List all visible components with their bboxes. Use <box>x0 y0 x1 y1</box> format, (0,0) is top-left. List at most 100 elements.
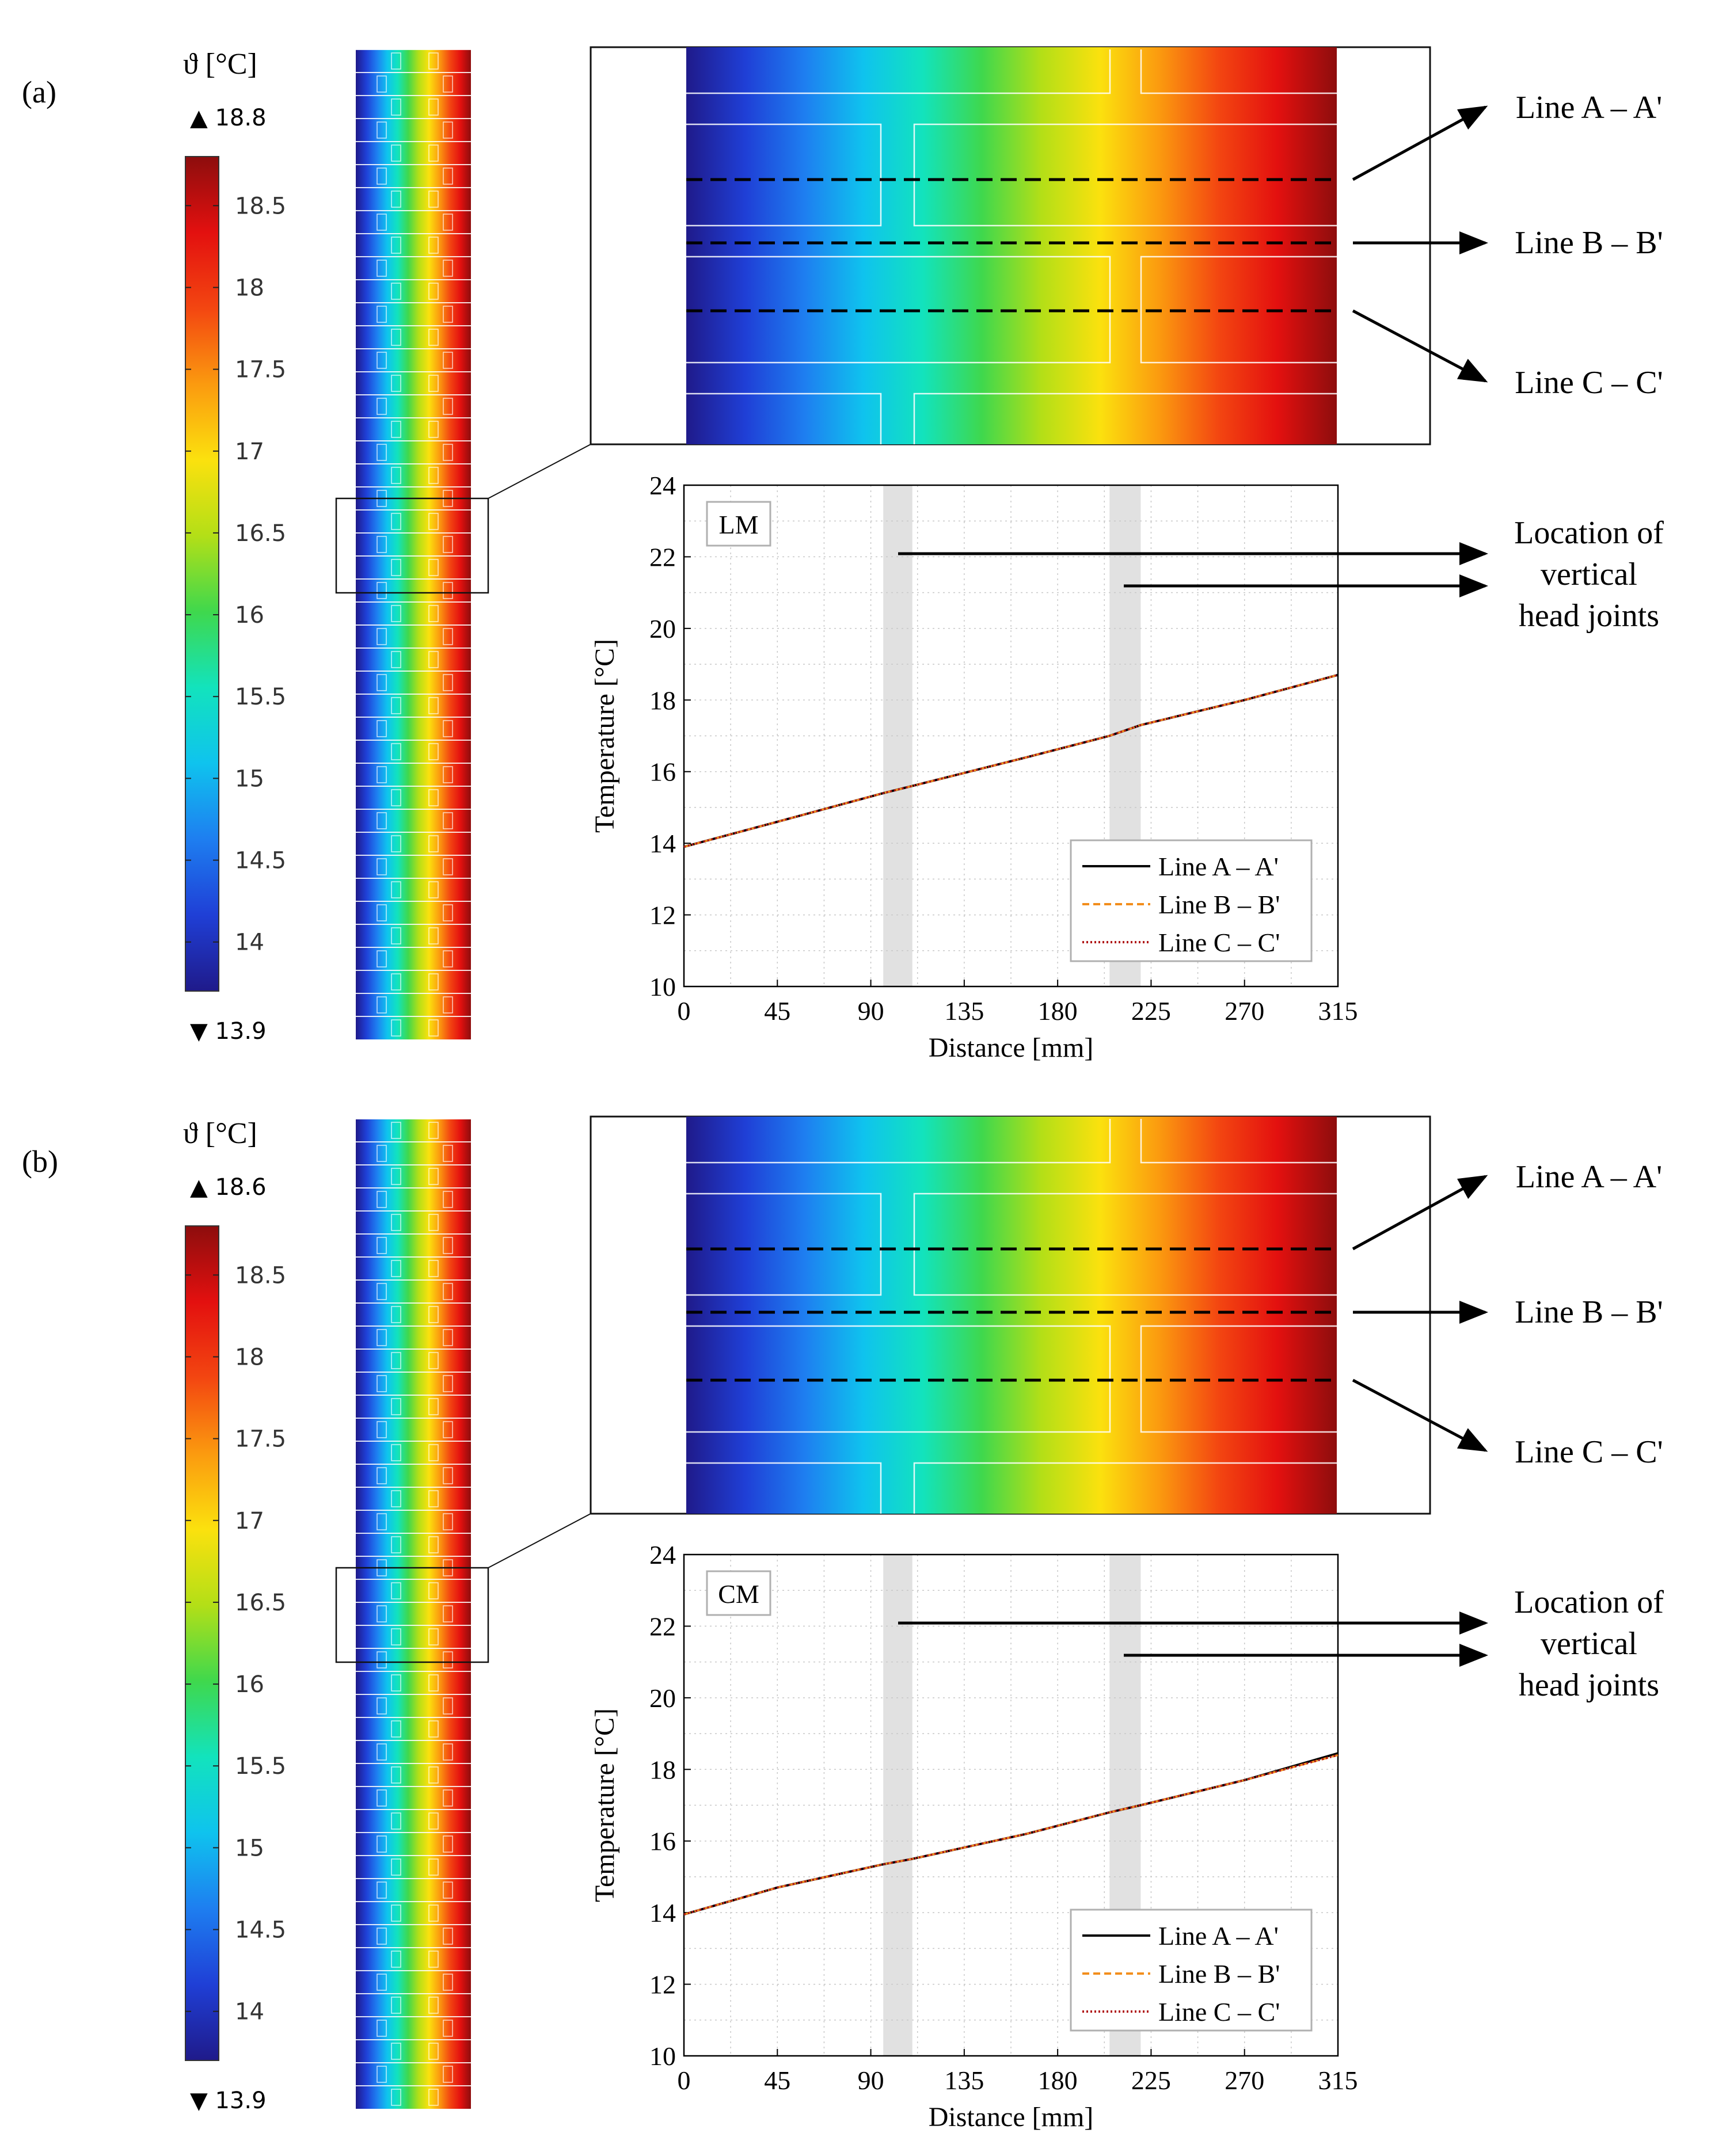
mortar-head-joint <box>428 651 439 668</box>
legend-entry: Line B – B' <box>1158 890 1280 919</box>
mortar-head-joint <box>428 513 439 530</box>
mortar-head-joint <box>391 1168 401 1185</box>
mortar-head-joint <box>443 1467 453 1484</box>
mortar-head-joint <box>428 2089 439 2106</box>
colorbar: ϑ [°C] ▲ 18.6 ▼ 13.9 18.5 18 17.5 17 16.5 16 15.5… <box>183 1117 286 2114</box>
mortar-head-joint <box>428 1536 439 1553</box>
y-tick-label: 24 <box>649 1540 676 1570</box>
colorbar-tick-label: 16 <box>235 602 264 628</box>
mortar-head-joint <box>391 1306 401 1323</box>
mortar-head-joint <box>377 1881 387 1899</box>
mortar-head-joint <box>428 283 439 300</box>
zoom-region-box <box>335 1567 489 1663</box>
head-joint-label: Location of <box>1514 1584 1664 1620</box>
colorbar-min-label: ▼ 13.9 <box>190 1018 267 1045</box>
mortar-head-joint <box>391 1766 401 1784</box>
mortar-head-joint <box>377 1513 387 1530</box>
colorbar-max-label: ▲ 18.8 <box>190 105 267 131</box>
mortar-head-joint <box>443 996 453 1014</box>
section-line-arrow <box>1352 105 1488 181</box>
mortar-head-joint <box>377 996 387 1014</box>
mortar-head-joint <box>443 582 453 599</box>
y-tick-label: 24 <box>649 471 676 500</box>
brick-outline <box>686 393 882 444</box>
mortar-head-joint <box>377 1743 387 1761</box>
plot-frame <box>683 484 1339 988</box>
mortar-head-joint <box>443 167 453 185</box>
series-line-3 <box>683 1754 1339 1915</box>
mortar-head-joint <box>428 1122 439 1139</box>
colorbar-tick-label: 17 <box>235 1508 264 1534</box>
mortar-head-joint <box>443 1835 453 1853</box>
mortar-head-joint <box>443 1421 453 1438</box>
mortar-head-joint <box>443 1651 453 1669</box>
mortar-head-joint <box>443 1881 453 1899</box>
colorbar-tick-label: 18 <box>235 1344 264 1370</box>
brick-outline <box>913 123 1337 227</box>
mortar-head-joint <box>391 927 401 944</box>
mortar-head-joint <box>391 98 401 116</box>
colorbar-tick-label: 17.5 <box>235 1426 286 1453</box>
x-tick-label: 315 <box>1318 2066 1358 2095</box>
mortar-head-joint <box>377 1835 387 1853</box>
mortar-head-joint <box>428 1582 439 1599</box>
brick-outline <box>686 49 1111 94</box>
material-label-box <box>706 501 771 547</box>
colorbar-tick-label: 15 <box>235 765 264 792</box>
mortar-head-joint <box>391 881 401 898</box>
colorbar-tick-label: 17 <box>235 439 264 465</box>
section-line-label: Line C – C' <box>1515 1434 1663 1470</box>
zoom-region-box <box>335 497 489 594</box>
mortar-head-joint <box>443 1237 453 1254</box>
x-tick-label: 45 <box>764 2066 790 2095</box>
mortar-head-joint <box>428 2043 439 2060</box>
x-tick-label: 90 <box>858 996 884 1026</box>
mortar-head-joint <box>428 144 439 162</box>
x-tick-label: 180 <box>1038 2066 1078 2095</box>
mortar-head-joint <box>443 306 453 323</box>
mortar-head-joint <box>391 605 401 622</box>
section-line-arrow <box>1352 309 1488 383</box>
mortar-head-joint <box>428 1260 439 1277</box>
mortar-head-joint <box>443 904 453 921</box>
section-line-label: Line B – B' <box>1515 225 1663 261</box>
colorbar-title: ϑ [°C] <box>183 1117 257 1150</box>
mortar-head-joint <box>428 697 439 714</box>
mortar-head-joint <box>428 559 439 576</box>
mortar-head-joint <box>428 375 439 392</box>
x-tick-label: 135 <box>944 996 984 1026</box>
mortar-head-joint <box>428 927 439 944</box>
y-axis-label: Temperature [°C] <box>590 639 620 833</box>
section-line-arrow <box>1352 1175 1488 1251</box>
mortar-head-joint <box>377 1789 387 1807</box>
zoom-detail: Line A – A' Line B – B' Line C – C' <box>590 46 1663 445</box>
mortar-head-joint <box>443 950 453 967</box>
mortar-head-joint <box>377 1237 387 1254</box>
wall-field-gradient <box>356 1119 471 2109</box>
head-joint-label: head joints <box>1519 1667 1659 1703</box>
y-tick-label: 20 <box>649 1683 676 1713</box>
mortar-head-joint <box>391 1019 401 1037</box>
wall-field-gradient <box>356 49 471 1039</box>
mortar-head-joint <box>443 444 453 461</box>
material-label: LM <box>719 510 759 539</box>
mortar-head-joint <box>443 1789 453 1807</box>
mortar-head-joint <box>428 1674 439 1692</box>
legend: Line A – A' Line B – B' Line C – C' <box>1070 839 1313 962</box>
x-axis-label: Distance [mm] <box>929 1033 1094 1063</box>
x-tick-label: 225 <box>1131 2066 1171 2095</box>
colorbar-tick-label: 16.5 <box>235 520 286 547</box>
mortar-head-joint <box>428 789 439 806</box>
colorbar-tick-label: 16.5 <box>235 1590 286 1616</box>
section-line-arrow <box>1352 1378 1488 1452</box>
mortar-head-joint <box>377 812 387 829</box>
mortar-head-joint <box>391 421 401 438</box>
x-tick-label: 0 <box>678 2066 691 2095</box>
mortar-head-joint <box>377 766 387 783</box>
mortar-head-joint <box>391 283 401 300</box>
colorbar-min-label: ▼ 13.9 <box>190 2088 267 2114</box>
mortar-head-joint <box>428 421 439 438</box>
mortar-head-joint <box>377 306 387 323</box>
wall-temperature-field <box>356 1118 471 2109</box>
mortar-head-joint <box>377 628 387 645</box>
